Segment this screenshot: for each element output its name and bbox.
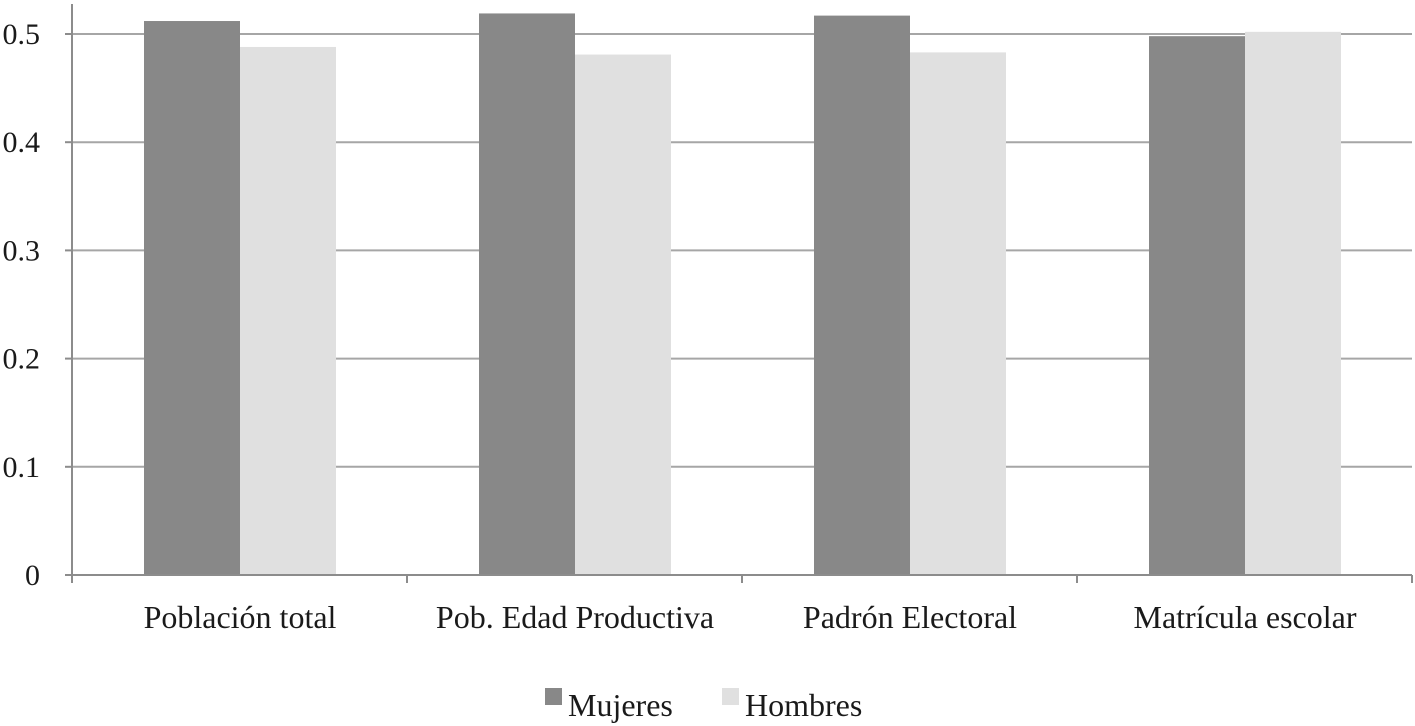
bar-mujeres-0 [144, 21, 240, 576]
y-tick-label: 0.4 [3, 126, 41, 159]
y-tick-label: 0.5 [3, 18, 41, 51]
legend-label-mujeres: Mujeres [568, 687, 673, 723]
bar-hombres-1 [575, 54, 671, 576]
legend-swatch-hombres [722, 688, 739, 705]
category-label: Padrón Electoral [803, 599, 1017, 635]
x-axis: Población total Pob. Edad Productiva Padró… [71, 574, 1413, 635]
bar-hombres-2 [910, 52, 1006, 576]
y-tick-label: 0.2 [3, 343, 41, 376]
bar-mujeres-3 [1149, 36, 1245, 575]
legend: Mujeres Hombres [545, 687, 862, 723]
legend-swatch-mujeres [545, 688, 562, 705]
bar-mujeres-2 [814, 15, 910, 575]
category-label: Pob. Edad Productiva [436, 599, 714, 635]
y-tick-label: 0.3 [3, 234, 41, 267]
category-label: Población total [144, 599, 337, 635]
bars [144, 13, 1341, 576]
legend-label-hombres: Hombres [745, 687, 862, 723]
y-tick-label: 0 [25, 559, 40, 592]
bar-hombres-3 [1245, 31, 1341, 576]
bar-mujeres-1 [479, 13, 575, 575]
category-label: Matrícula escolar [1134, 599, 1357, 635]
y-axis: 0 0.1 0.2 0.3 0.4 0.5 [3, 4, 73, 592]
bar-hombres-0 [240, 46, 336, 575]
y-tick-label: 0.1 [3, 451, 41, 484]
